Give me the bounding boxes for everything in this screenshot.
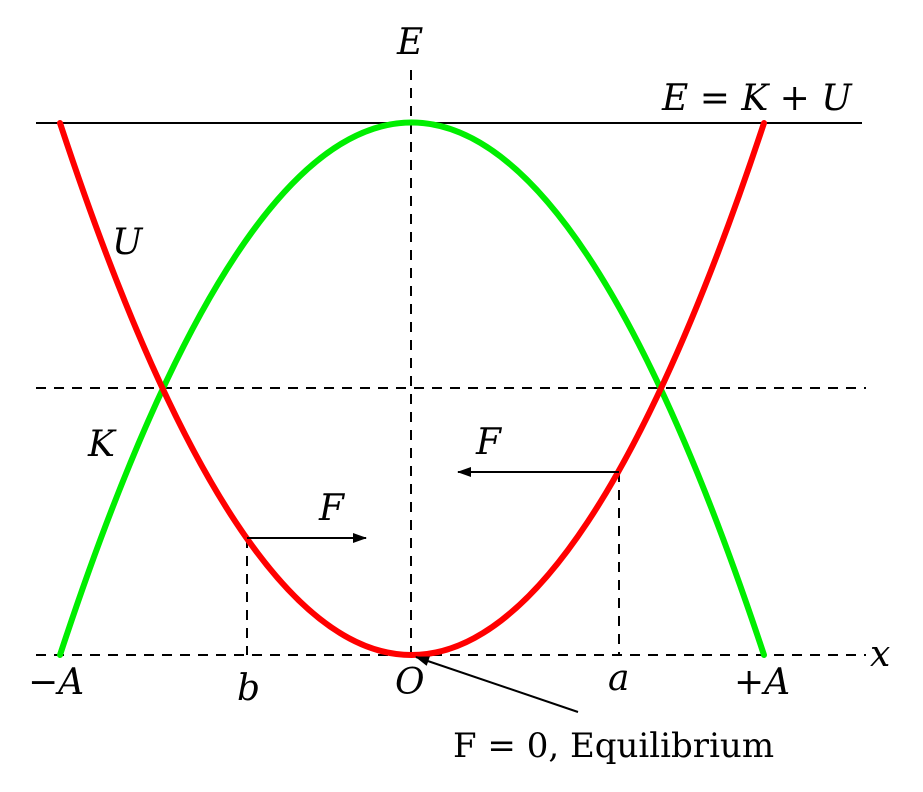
- position-axis-label: x: [870, 634, 890, 675]
- point-b-label: b: [237, 668, 260, 709]
- potential-curve-label: U: [112, 222, 144, 263]
- force-label-right: F: [475, 422, 503, 463]
- force-label-left: F: [318, 488, 346, 529]
- energy-axis-label: E: [396, 22, 423, 63]
- minus-amplitude-label: −A: [28, 662, 84, 703]
- total-energy-label: E = K + U: [661, 78, 853, 119]
- equilibrium-pointer: [415, 656, 579, 713]
- plus-amplitude-label: +A: [734, 662, 790, 703]
- origin-label: O: [395, 662, 425, 703]
- kinetic-curve-label: K: [87, 424, 117, 465]
- kinetic-energy-curve: [57, 119, 767, 658]
- point-a-label: a: [608, 658, 629, 699]
- equilibrium-note: F = 0, Equilibrium: [453, 726, 774, 766]
- potential-energy-curve: [57, 120, 767, 658]
